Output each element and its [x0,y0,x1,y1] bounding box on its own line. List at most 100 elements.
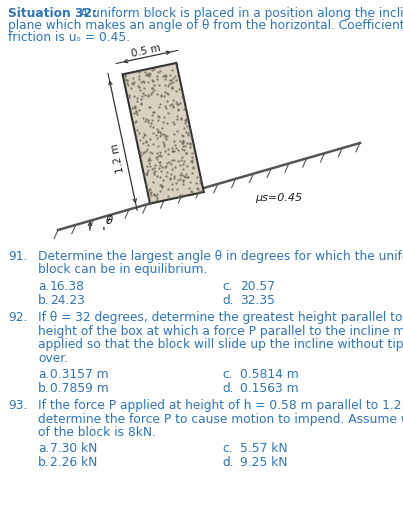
Point [145,165,151,174]
Point [164,118,170,127]
Point [160,118,166,127]
Point [160,129,166,138]
Point [144,185,150,193]
Point [174,127,181,135]
Text: c.: c. [222,280,233,293]
Point [156,99,163,108]
Point [161,113,168,121]
Point [147,188,154,196]
Point [184,122,191,131]
Point [149,116,156,124]
Point [136,135,143,144]
Point [171,156,177,165]
Point [180,137,186,145]
Point [174,106,181,114]
Point [165,191,171,200]
Point [177,114,184,122]
Point [179,191,185,199]
Point [184,162,190,171]
Point [149,66,155,74]
Point [146,188,153,197]
Text: 2.26 kN: 2.26 kN [50,456,98,469]
Point [126,91,132,99]
Point [151,108,157,117]
Text: c.: c. [222,368,233,381]
Point [173,143,179,152]
Point [170,102,177,110]
Text: block can be in equilibrium.: block can be in equilibrium. [38,264,208,277]
Text: 32.35: 32.35 [240,293,275,307]
Text: μs=0.45: μs=0.45 [255,193,302,203]
Point [165,82,172,90]
Text: 93.: 93. [8,399,27,412]
Polygon shape [123,63,204,204]
Point [183,128,189,136]
Point [169,66,175,74]
Point [159,123,166,132]
Point [148,118,154,127]
Point [181,156,187,165]
Point [164,97,170,105]
Point [131,118,138,126]
Point [143,115,149,123]
Point [135,83,142,91]
Point [164,131,170,140]
Point [166,79,172,88]
Point [155,127,161,135]
Point [146,185,152,194]
Point [189,149,195,158]
Text: c.: c. [222,443,233,456]
Text: a.: a. [38,368,50,381]
Point [136,129,142,138]
Point [190,163,197,171]
Point [173,60,180,68]
Point [167,101,173,109]
Point [154,149,160,158]
Text: b.: b. [38,382,50,394]
Point [156,81,162,90]
Point [150,129,157,138]
Point [150,177,156,186]
Point [165,150,171,158]
Point [183,149,189,158]
Point [124,76,130,85]
Point [149,88,156,96]
Point [149,83,155,92]
Point [137,86,143,94]
Point [160,142,167,150]
Point [166,71,173,79]
Point [131,103,137,111]
Point [150,65,157,74]
Point [144,170,150,178]
Text: Determine the largest angle θ in degrees for which the uniform: Determine the largest angle θ in degrees… [38,250,403,263]
Point [159,182,165,190]
Point [157,151,164,159]
Point [176,85,182,93]
Point [194,189,200,197]
Point [133,117,139,125]
Text: θ: θ [106,214,113,227]
Point [169,164,175,173]
Point [130,80,137,88]
Point [143,170,149,178]
Point [159,176,166,184]
Point [169,84,176,92]
Point [133,107,139,116]
Point [136,71,142,80]
Point [150,108,157,117]
Point [160,71,166,80]
Point [122,71,129,79]
Text: d.: d. [222,293,234,307]
Point [183,115,189,123]
Point [144,70,151,79]
Point [145,141,151,149]
Point [165,89,172,98]
Point [177,171,183,180]
Point [179,131,185,140]
Point [124,78,130,87]
Point [179,88,185,97]
Text: applied so that the block will slide up the incline without tipping: applied so that the block will slide up … [38,338,403,351]
Point [181,105,187,113]
Point [137,100,144,109]
Point [163,104,169,112]
